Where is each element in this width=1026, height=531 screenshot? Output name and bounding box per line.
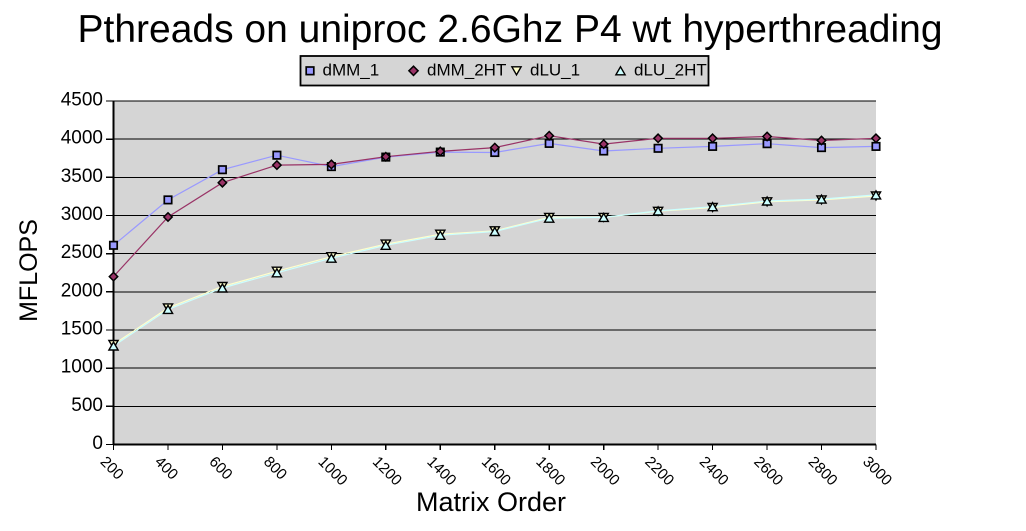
- svg-text:2500: 2500: [61, 242, 103, 263]
- svg-text:Matrix Order: Matrix Order: [416, 487, 566, 517]
- svg-text:2800: 2800: [805, 453, 841, 489]
- svg-text:2200: 2200: [641, 453, 677, 489]
- svg-text:dMM_2HT: dMM_2HT: [427, 61, 506, 80]
- svg-text:dLU_2HT: dLU_2HT: [634, 61, 707, 80]
- svg-text:4000: 4000: [61, 128, 103, 149]
- svg-text:1000: 1000: [61, 357, 103, 378]
- svg-text:dLU_1: dLU_1: [530, 61, 580, 80]
- svg-text:MFLOPS: MFLOPS: [15, 219, 43, 322]
- svg-text:0: 0: [92, 433, 103, 454]
- svg-text:1200: 1200: [369, 453, 405, 489]
- svg-text:200: 200: [97, 453, 127, 483]
- svg-text:2000: 2000: [587, 453, 623, 489]
- svg-text:2600: 2600: [750, 453, 786, 489]
- svg-text:4500: 4500: [61, 90, 103, 111]
- svg-text:2000: 2000: [61, 280, 103, 301]
- svg-text:400: 400: [151, 453, 181, 483]
- svg-text:1800: 1800: [532, 453, 568, 489]
- svg-text:3000: 3000: [61, 204, 103, 225]
- svg-text:2400: 2400: [696, 453, 732, 489]
- svg-text:800: 800: [260, 453, 290, 483]
- svg-text:600: 600: [206, 453, 236, 483]
- svg-text:1500: 1500: [61, 319, 103, 340]
- svg-text:1600: 1600: [478, 453, 514, 489]
- svg-text:3500: 3500: [61, 166, 103, 187]
- svg-text:Pthreads on uniproc 2.6Ghz P4: Pthreads on uniproc 2.6Ghz P4 wt hyperth…: [77, 8, 942, 51]
- svg-text:500: 500: [71, 395, 103, 416]
- svg-text:dMM_1: dMM_1: [323, 61, 380, 80]
- svg-text:1400: 1400: [423, 453, 459, 489]
- svg-text:1000: 1000: [315, 453, 351, 489]
- svg-text:3000: 3000: [859, 453, 895, 489]
